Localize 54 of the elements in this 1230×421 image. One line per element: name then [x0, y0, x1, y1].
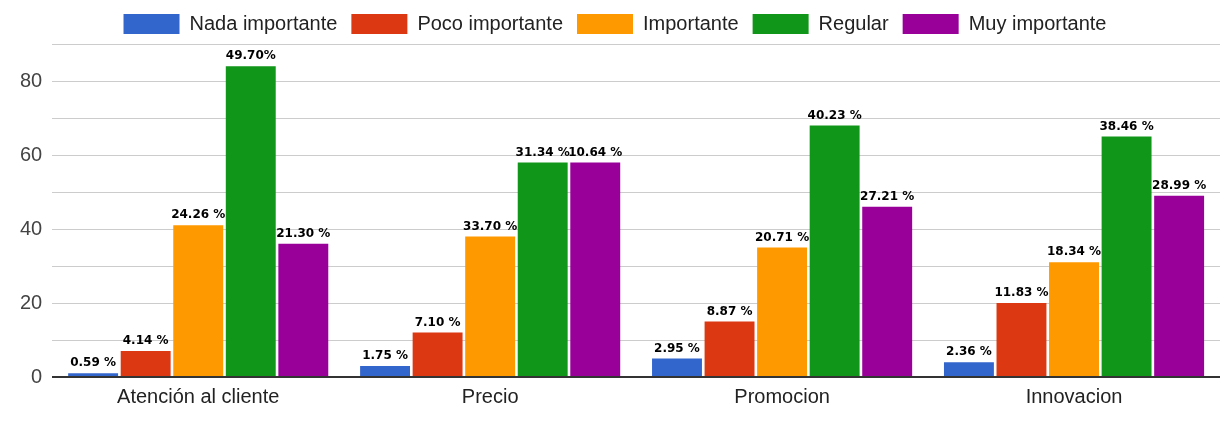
bar	[360, 365, 411, 376]
annotation: 20.71 %	[755, 229, 810, 244]
legend-label: Poco importante	[417, 11, 564, 34]
bar	[862, 206, 913, 376]
bar	[652, 358, 702, 376]
annotation: 38.46 %	[1099, 118, 1154, 133]
bar	[704, 321, 755, 376]
y-tick-label: 80	[20, 68, 43, 91]
bar	[68, 373, 119, 376]
x-tick-label: Precio	[461, 384, 519, 407]
y-tick-label: 60	[20, 142, 43, 165]
bar	[1049, 262, 1099, 376]
annotation: 33.70 %	[463, 218, 518, 233]
y-tick-label: 0	[31, 364, 43, 387]
legend-label: Importante	[643, 11, 739, 34]
x-tick-label: Innovacion	[1025, 384, 1123, 407]
legend-label: Regular	[818, 11, 889, 34]
bar	[1154, 195, 1205, 376]
y-tick-label: 40	[20, 216, 43, 239]
bar	[996, 303, 1047, 376]
legend-label: Nada importante	[189, 11, 338, 34]
bar	[570, 162, 621, 376]
bar	[120, 351, 171, 376]
legend-label: Muy importante	[968, 11, 1107, 34]
annotation: 31.34 %	[515, 144, 570, 159]
annotation: 2.36 %	[946, 344, 992, 359]
bar	[809, 125, 860, 376]
annotation: 27.21 %	[860, 188, 915, 203]
bar	[278, 243, 329, 376]
annotation: 11.83 %	[994, 285, 1049, 300]
annotation: 18.34 %	[1046, 244, 1102, 259]
annotation: 28.99 %	[1152, 177, 1207, 192]
x-tick-label: Promocion	[734, 384, 830, 407]
bar	[517, 162, 568, 376]
annotation: 24.26 %	[171, 207, 226, 222]
bar	[412, 332, 463, 376]
bar	[943, 362, 994, 376]
bar	[1101, 136, 1152, 376]
annotation: 8.87 %	[706, 303, 753, 318]
bar	[173, 225, 224, 376]
annotation: 49.70%	[225, 48, 276, 63]
annotation: 40.23 %	[807, 107, 862, 122]
annotation: 10.64 %	[568, 144, 623, 159]
annotation: 4.14 %	[122, 333, 169, 348]
bar	[465, 236, 516, 376]
y-tick-label: 20	[20, 290, 43, 313]
annotation: 21.30 %	[276, 225, 331, 240]
bar	[757, 247, 808, 376]
bar	[225, 66, 276, 376]
annotation: 2.95 %	[654, 340, 700, 355]
annotation: 0.59 %	[70, 355, 117, 370]
annotation: 7.10 %	[414, 314, 461, 329]
annotation: 1.75 %	[362, 348, 408, 363]
x-tick-label: Atención al cliente	[117, 384, 280, 407]
